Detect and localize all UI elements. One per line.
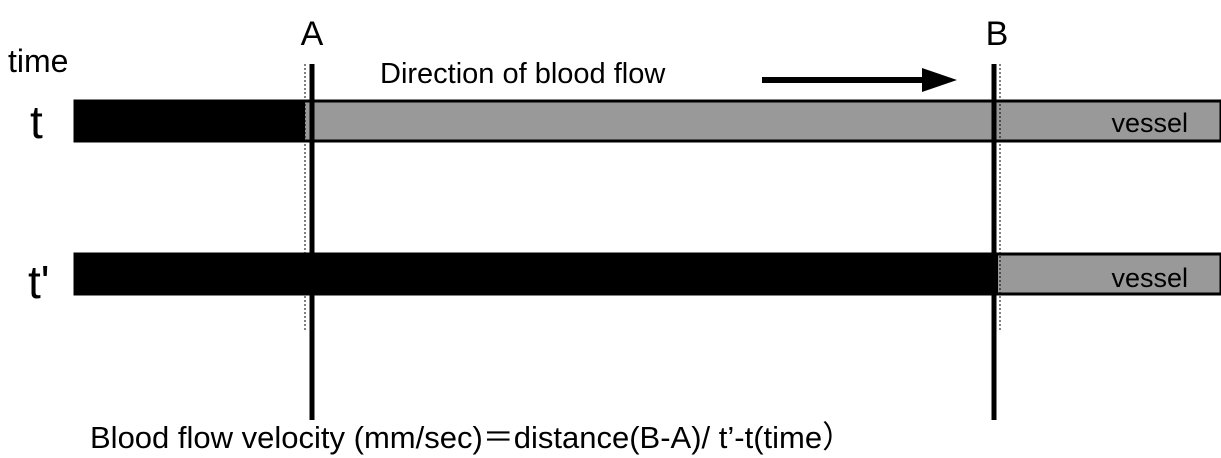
formula: Blood flow velocity (mm/sec)＝distance(B-… bbox=[90, 420, 853, 455]
row-label: t' bbox=[28, 256, 50, 308]
vessel-label: vessel bbox=[1111, 108, 1188, 138]
row-label: t bbox=[30, 96, 43, 148]
blood-front-t bbox=[75, 101, 305, 141]
label-b: B bbox=[986, 15, 1009, 53]
blood-front-t-prime bbox=[75, 254, 998, 294]
label-a: A bbox=[301, 15, 324, 53]
arrow-head bbox=[922, 68, 957, 92]
direction-label: Direction of blood flow bbox=[380, 58, 666, 90]
time-label: time bbox=[8, 43, 68, 79]
vessel-label: vessel bbox=[1111, 263, 1188, 293]
